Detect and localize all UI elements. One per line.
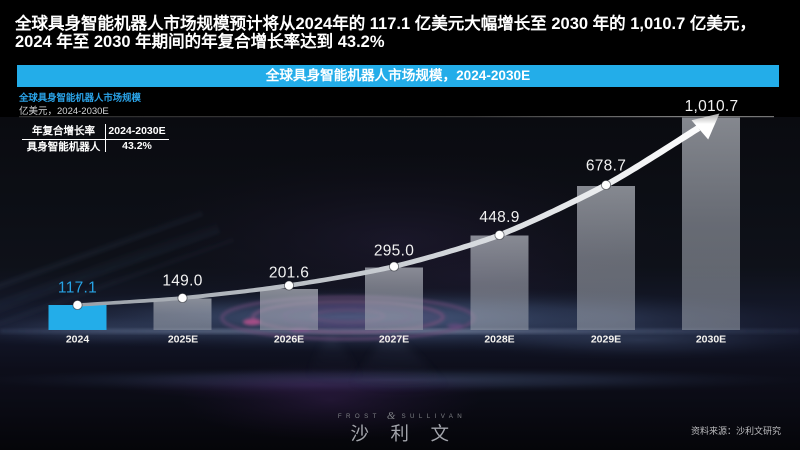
svg-text:2024: 2024 (66, 334, 90, 346)
svg-text:2028E: 2028E (484, 334, 514, 346)
svg-text:2025E: 2025E (168, 334, 198, 346)
svg-text:448.9: 448.9 (479, 209, 519, 226)
svg-text:2026E: 2026E (274, 334, 304, 346)
svg-text:117.1: 117.1 (58, 280, 97, 297)
svg-text:1,010.7: 1,010.7 (685, 98, 739, 115)
svg-text:201.6: 201.6 (269, 265, 309, 282)
svg-text:149.0: 149.0 (162, 273, 202, 290)
svg-text:2029E: 2029E (591, 334, 621, 346)
svg-text:295.0: 295.0 (374, 243, 414, 260)
svg-text:2027E: 2027E (379, 334, 409, 346)
svg-text:678.7: 678.7 (586, 158, 626, 175)
svg-text:2030E: 2030E (696, 334, 726, 346)
